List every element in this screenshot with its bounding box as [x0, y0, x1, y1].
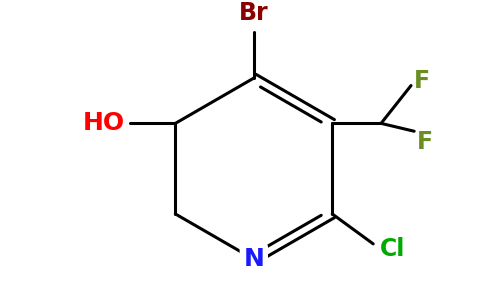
- Text: Cl: Cl: [379, 237, 405, 261]
- Text: Br: Br: [239, 1, 269, 25]
- Text: N: N: [243, 247, 264, 271]
- Text: F: F: [414, 69, 430, 93]
- Text: F: F: [417, 130, 434, 154]
- Text: HO: HO: [83, 111, 125, 135]
